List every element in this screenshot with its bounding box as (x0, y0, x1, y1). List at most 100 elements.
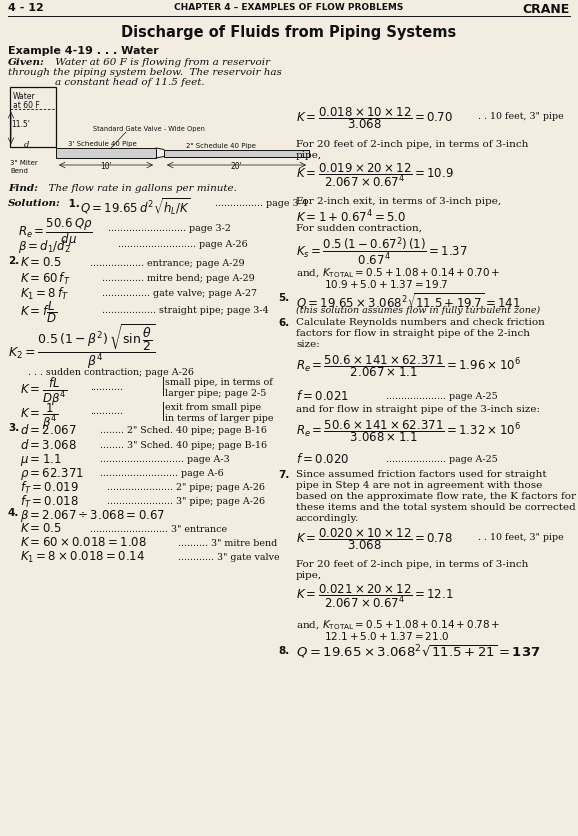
Text: $f = 0.021$: $f = 0.021$ (296, 389, 349, 402)
Text: d: d (24, 140, 29, 149)
Text: $Q = 19.65 \times 3.068^2\sqrt{11.5 + 19.7} = 141$: $Q = 19.65 \times 3.068^2\sqrt{11.5 + 19… (296, 291, 521, 310)
Text: .......... 3" mitre bend: .......... 3" mitre bend (178, 538, 277, 548)
Text: $R_e = \dfrac{50.6 \times 141 \times 62.371}{3.068 \times 1.1} = 1.32 \times 10^: $R_e = \dfrac{50.6 \times 141 \times 62.… (296, 417, 521, 443)
Text: CHAPTER 4 – EXAMPLES OF FLOW PROBLEMS: CHAPTER 4 – EXAMPLES OF FLOW PROBLEMS (175, 3, 403, 12)
Text: and, $K_{\rm TOTAL} = 0.5 + 1.08 + 0.14 + 0.78 +$: and, $K_{\rm TOTAL} = 0.5 + 1.08 + 0.14 … (296, 617, 501, 631)
Text: $K = \dfrac{fL}{D\beta^4}$: $K = \dfrac{fL}{D\beta^4}$ (20, 375, 67, 407)
Text: and for flow in straight pipe of the 3-inch size:: and for flow in straight pipe of the 3-i… (296, 405, 540, 414)
Text: .................. entrance; page A-29: .................. entrance; page A-29 (90, 258, 244, 268)
Text: 8.: 8. (278, 645, 289, 655)
Text: . . . sudden contraction; page A-26: . . . sudden contraction; page A-26 (28, 368, 194, 376)
Text: .......................... page 3-2: .......................... page 3-2 (108, 224, 231, 232)
Text: Given:: Given: (8, 58, 45, 67)
Text: at 60 F: at 60 F (13, 101, 40, 110)
Text: ............................ page A-3: ............................ page A-3 (100, 455, 229, 463)
Text: .......................... 3" entrance: .......................... 3" entrance (90, 524, 227, 533)
Text: ...................... 3" pipe; page A-26: ...................... 3" pipe; page A-2… (107, 497, 265, 506)
Text: CRANE: CRANE (523, 3, 570, 16)
Text: $K = \dfrac{1}{\beta^4}$: $K = \dfrac{1}{\beta^4}$ (20, 400, 58, 431)
Text: .......................... page A-26: .......................... page A-26 (118, 240, 248, 248)
Text: The flow rate in gallons per minute.: The flow rate in gallons per minute. (42, 184, 237, 193)
Text: $\mu = 1.1$: $\mu = 1.1$ (20, 451, 62, 467)
Text: $K_1 = 8\,f_T$: $K_1 = 8\,f_T$ (20, 286, 69, 302)
Text: pipe in Step 4 are not in agreement with those: pipe in Step 4 are not in agreement with… (296, 481, 542, 489)
Text: $f_T = 0.019$: $f_T = 0.019$ (20, 479, 79, 496)
Text: $Q = 19.65 \times 3.068^2\sqrt{11.5 + 21} = \mathbf{137}$: $Q = 19.65 \times 3.068^2\sqrt{11.5 + 21… (296, 643, 540, 660)
Text: Bend: Bend (10, 168, 28, 174)
Text: .......................... page A-6: .......................... page A-6 (100, 468, 224, 477)
Text: ...........: ........... (90, 406, 123, 415)
Text: $K = 1 + 0.67^4 = 5.0$: $K = 1 + 0.67^4 = 5.0$ (296, 209, 406, 226)
Text: ........ 2" Sched. 40 pipe; page B-16: ........ 2" Sched. 40 pipe; page B-16 (100, 426, 267, 435)
Text: $K = 0.5$: $K = 0.5$ (20, 522, 62, 534)
Text: .................... page A-25: .................... page A-25 (386, 391, 498, 400)
Text: $\beta = d_1/d_2$: $\beta = d_1/d_2$ (18, 237, 71, 255)
Text: 3" Miter: 3" Miter (10, 160, 38, 166)
Text: Standard Gate Valve - Wide Open: Standard Gate Valve - Wide Open (93, 126, 205, 132)
Text: $f_T = 0.018$: $f_T = 0.018$ (20, 493, 79, 509)
Text: ............ 3" gate valve: ............ 3" gate valve (178, 553, 280, 561)
Text: $\rho = 62.371$: $\rho = 62.371$ (20, 466, 84, 482)
Text: 1.: 1. (65, 199, 80, 209)
Text: 10': 10' (100, 162, 112, 171)
Text: $K_1 = 8 \times 0.018 = 0.14$: $K_1 = 8 \times 0.018 = 0.14$ (20, 549, 145, 564)
Text: Example 4-19 . . . Water: Example 4-19 . . . Water (8, 46, 159, 56)
Text: $\beta = 2.067 \div 3.068 = 0.67$: $\beta = 2.067 \div 3.068 = 0.67$ (20, 507, 165, 523)
Text: $K = \dfrac{0.020 \times 10 \times 12}{3.068} = 0.78$: $K = \dfrac{0.020 \times 10 \times 12}{3… (296, 525, 453, 551)
Text: through the piping system below.  The reservoir has: through the piping system below. The res… (8, 68, 282, 77)
Text: $K = 60\,f_T$: $K = 60\,f_T$ (20, 271, 71, 287)
Text: ...........: ........... (90, 383, 123, 391)
Text: ................ gate valve; page A-27: ................ gate valve; page A-27 (102, 288, 257, 298)
Text: pipe,: pipe, (296, 150, 322, 160)
Text: Find:: Find: (8, 184, 38, 193)
Text: $12.1 + 5.0 + 1.37 = 21.0$: $12.1 + 5.0 + 1.37 = 21.0$ (324, 630, 449, 641)
Text: in terms of larger pipe: in terms of larger pipe (165, 414, 273, 422)
Text: ........ 3" Sched. 40 pipe; page B-16: ........ 3" Sched. 40 pipe; page B-16 (100, 441, 267, 450)
Text: $d = 2.067$: $d = 2.067$ (20, 422, 76, 436)
Text: ................ page 3-4: ................ page 3-4 (215, 199, 308, 208)
Text: Solution:: Solution: (8, 199, 61, 208)
Text: these items and the total system should be corrected: these items and the total system should … (296, 502, 576, 512)
Text: Water: Water (13, 92, 36, 101)
Text: factors for flow in straight pipe of the 2-inch: factors for flow in straight pipe of the… (296, 329, 530, 338)
Text: $10.9 + 5.0 + 1.37 = 19.7$: $10.9 + 5.0 + 1.37 = 19.7$ (324, 278, 449, 289)
Text: Discharge of Fluids from Piping Systems: Discharge of Fluids from Piping Systems (121, 25, 457, 40)
Text: $K = \dfrac{0.018 \times 10 \times 12}{3.068} = 0.70$: $K = \dfrac{0.018 \times 10 \times 12}{3… (296, 104, 453, 130)
Text: . . 10 feet, 3" pipe: . . 10 feet, 3" pipe (478, 112, 564, 121)
Text: .................. straight pipe; page 3-4: .................. straight pipe; page 3… (102, 306, 269, 314)
Text: $K_2 = \dfrac{0.5\,(1-\beta^2)\,\sqrt{\sin\dfrac{\theta}{2}}}{\beta^4}$: $K_2 = \dfrac{0.5\,(1-\beta^2)\,\sqrt{\s… (8, 322, 155, 370)
Text: 4 - 12: 4 - 12 (8, 3, 44, 13)
Text: $R_e = \dfrac{50.6 \times 141 \times 62.371}{2.067 \times 1.1} = 1.96 \times 10^: $R_e = \dfrac{50.6 \times 141 \times 62.… (296, 353, 521, 378)
Text: (this solution assumes flow in fully turbulent zone): (this solution assumes flow in fully tur… (296, 306, 540, 314)
Text: 3.: 3. (8, 422, 19, 432)
Text: pipe,: pipe, (296, 570, 322, 579)
Text: Calculate Reynolds numbers and check friction: Calculate Reynolds numbers and check fri… (296, 318, 545, 327)
Text: $R_e = \dfrac{50.6\,Q\rho}{d\mu}$: $R_e = \dfrac{50.6\,Q\rho}{d\mu}$ (18, 216, 93, 248)
Text: .............. mitre bend; page A-29: .............. mitre bend; page A-29 (102, 273, 255, 283)
Text: $K = \dfrac{0.019 \times 20 \times 12}{2.067 \times 0.67^4} = 10.9$: $K = \dfrac{0.019 \times 20 \times 12}{2… (296, 161, 454, 189)
Text: $K = 60 \times 0.018 = 1.08$: $K = 60 \times 0.018 = 1.08$ (20, 535, 147, 548)
Text: For 2-inch exit, in terms of 3-inch pipe,: For 2-inch exit, in terms of 3-inch pipe… (296, 196, 501, 206)
Text: 2.: 2. (8, 256, 19, 266)
Text: a constant head of 11.5 feet.: a constant head of 11.5 feet. (55, 78, 205, 87)
Text: Water at 60 F is flowing from a reservoir: Water at 60 F is flowing from a reservoi… (52, 58, 270, 67)
Text: $K = f\dfrac{L}{D}$: $K = f\dfrac{L}{D}$ (20, 298, 57, 324)
Text: 6.: 6. (278, 318, 289, 328)
Text: 2" Schedule 40 Pipe: 2" Schedule 40 Pipe (186, 142, 256, 148)
Text: For sudden contraction,: For sudden contraction, (296, 224, 422, 232)
Text: $Q = 19.65\,d^2\sqrt{h_L / K}$: $Q = 19.65\,d^2\sqrt{h_L / K}$ (80, 196, 191, 217)
Text: exit from small pipe: exit from small pipe (165, 402, 261, 411)
Text: 7.: 7. (278, 470, 290, 479)
Text: 11.5': 11.5' (11, 120, 30, 129)
Text: $d = 3.068$: $d = 3.068$ (20, 437, 77, 451)
Text: 20': 20' (230, 162, 242, 171)
Text: $K = \dfrac{0.021 \times 20 \times 12}{2.067 \times 0.67^4} = 12.1$: $K = \dfrac{0.021 \times 20 \times 12}{2… (296, 581, 454, 609)
Text: accordingly.: accordingly. (296, 513, 360, 522)
Text: . . 10 feet, 3" pipe: . . 10 feet, 3" pipe (478, 533, 564, 542)
Text: .................... page A-25: .................... page A-25 (386, 455, 498, 463)
Text: and, $K_{\rm TOTAL} = 0.5 + 1.08 + 0.14 + 0.70 +$: and, $K_{\rm TOTAL} = 0.5 + 1.08 + 0.14 … (296, 266, 501, 279)
Text: For 20 feet of 2-inch pipe, in terms of 3-inch: For 20 feet of 2-inch pipe, in terms of … (296, 559, 528, 568)
Text: Since assumed friction factors used for straight: Since assumed friction factors used for … (296, 470, 547, 478)
Text: $K_s = \dfrac{0.5\,(1 - 0.67^2)\,(1)}{0.67^4} = 1.37$: $K_s = \dfrac{0.5\,(1 - 0.67^2)\,(1)}{0.… (296, 236, 468, 268)
Text: 4.: 4. (8, 507, 20, 517)
